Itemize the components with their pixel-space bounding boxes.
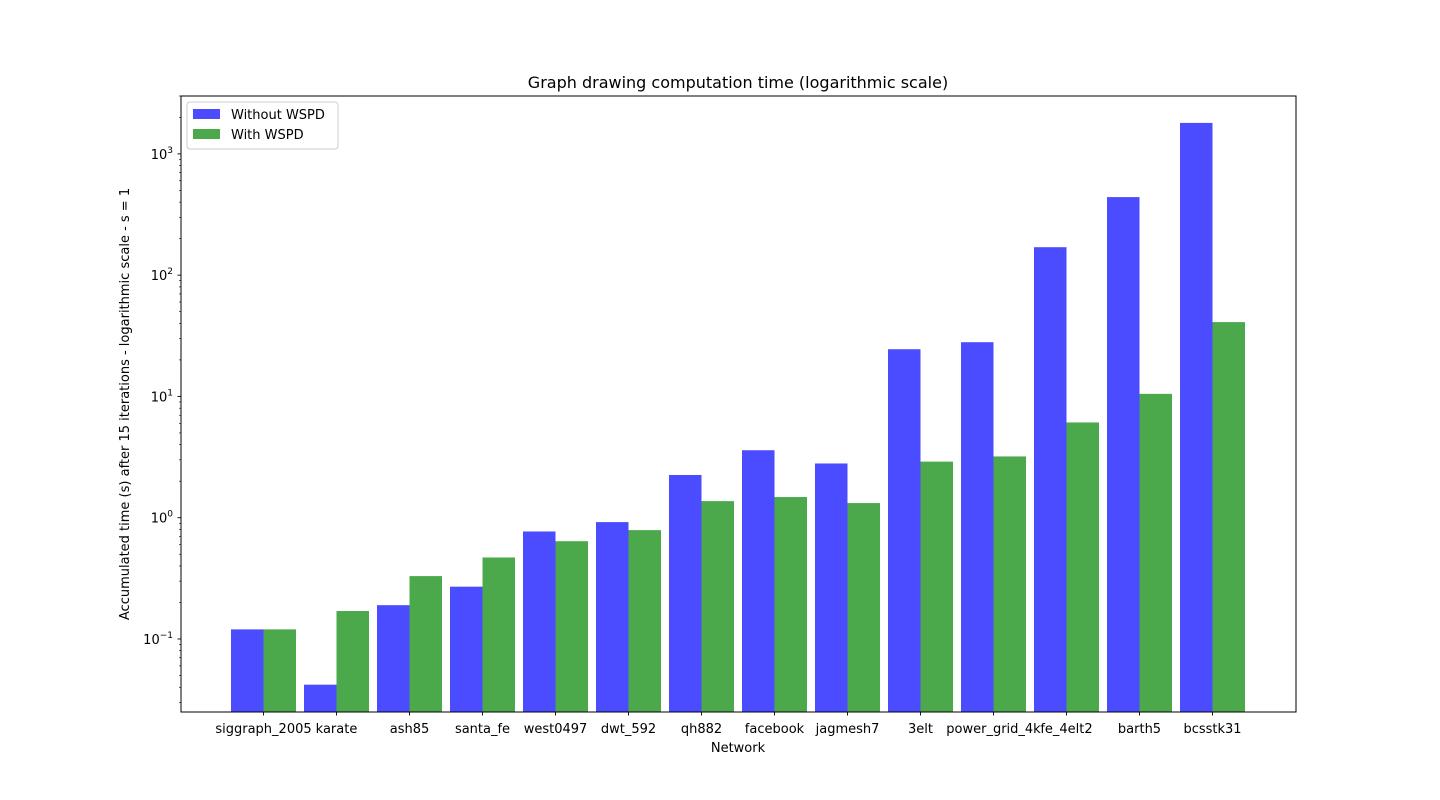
legend-label: Without WSPD [231, 108, 325, 123]
y-axis-ticks: 10−1 100 101 102 103 [143, 95, 181, 703]
bar-with-wspd [482, 557, 515, 712]
x-tick-label: facebook [745, 722, 805, 737]
bar-without-wspd [888, 349, 921, 712]
bar-without-wspd [742, 450, 775, 712]
bar-without-wspd [304, 684, 337, 712]
bar-without-wspd [961, 342, 994, 712]
x-tick-label: ash85 [390, 722, 430, 737]
bars [231, 122, 1245, 712]
bar-with-wspd [263, 629, 296, 712]
y-tick-label: 102 [151, 267, 173, 284]
x-tick-label: barth5 [1118, 722, 1161, 737]
legend-swatch [193, 109, 220, 119]
bar-with-wspd [409, 576, 442, 712]
bar-with-wspd [628, 530, 661, 712]
legend-swatch [193, 129, 220, 139]
x-tick-label: west0497 [524, 722, 588, 737]
x-tick-label: power_grid_4k [946, 722, 1041, 737]
bar-with-wspd [1212, 322, 1245, 712]
y-axis-label: Accumulated time (s) after 15 iterations… [118, 188, 133, 620]
y-tick-label: 10−1 [143, 631, 173, 648]
bar-with-wspd [993, 456, 1026, 712]
bar-with-wspd [920, 461, 953, 712]
y-tick-label: 100 [151, 510, 174, 527]
bar-without-wspd [596, 522, 629, 712]
x-tick-label: jagmesh7 [815, 722, 880, 737]
x-tick-label: dwt_592 [601, 722, 656, 737]
bar-without-wspd [450, 586, 483, 712]
x-tick-label: santa_fe [455, 722, 510, 737]
bar-without-wspd [523, 531, 556, 712]
x-tick-label: qh882 [681, 722, 722, 737]
plot-frame [180, 95, 1297, 713]
x-tick-label: 3elt [908, 722, 933, 737]
bar-with-wspd [1139, 393, 1172, 712]
bar-without-wspd [377, 605, 410, 712]
bar-without-wspd [231, 629, 264, 712]
x-tick-label: fe_4elt2 [1040, 722, 1092, 737]
x-tick-label: siggraph_2005 [215, 722, 311, 737]
legend: Without WSPD With WSPD [186, 101, 339, 150]
legend-label: With WSPD [231, 128, 304, 143]
bar-with-wspd [336, 611, 369, 712]
bar-with-wspd [1066, 422, 1099, 712]
x-tick-label: bcsstk31 [1183, 722, 1241, 737]
x-axis-label: Network [711, 741, 766, 756]
bar-without-wspd [669, 474, 702, 712]
x-tick-label: karate [316, 722, 358, 737]
bar-without-wspd [1107, 197, 1140, 712]
bar-with-wspd [847, 503, 880, 712]
y-tick-label: 103 [151, 146, 173, 163]
bar-with-wspd [701, 501, 734, 712]
chart-title: Graph drawing computation time (logarith… [528, 73, 948, 92]
x-axis-ticks: siggraph_2005 karate ash85 santa_fe west0497… [215, 712, 1242, 737]
legend-box [186, 101, 339, 150]
bar-without-wspd [1034, 247, 1067, 712]
bar-without-wspd [1180, 122, 1213, 712]
bar-with-wspd [555, 541, 588, 712]
bar-without-wspd [815, 463, 848, 712]
y-tick-label: 101 [151, 388, 173, 405]
bar-with-wspd [774, 497, 807, 712]
